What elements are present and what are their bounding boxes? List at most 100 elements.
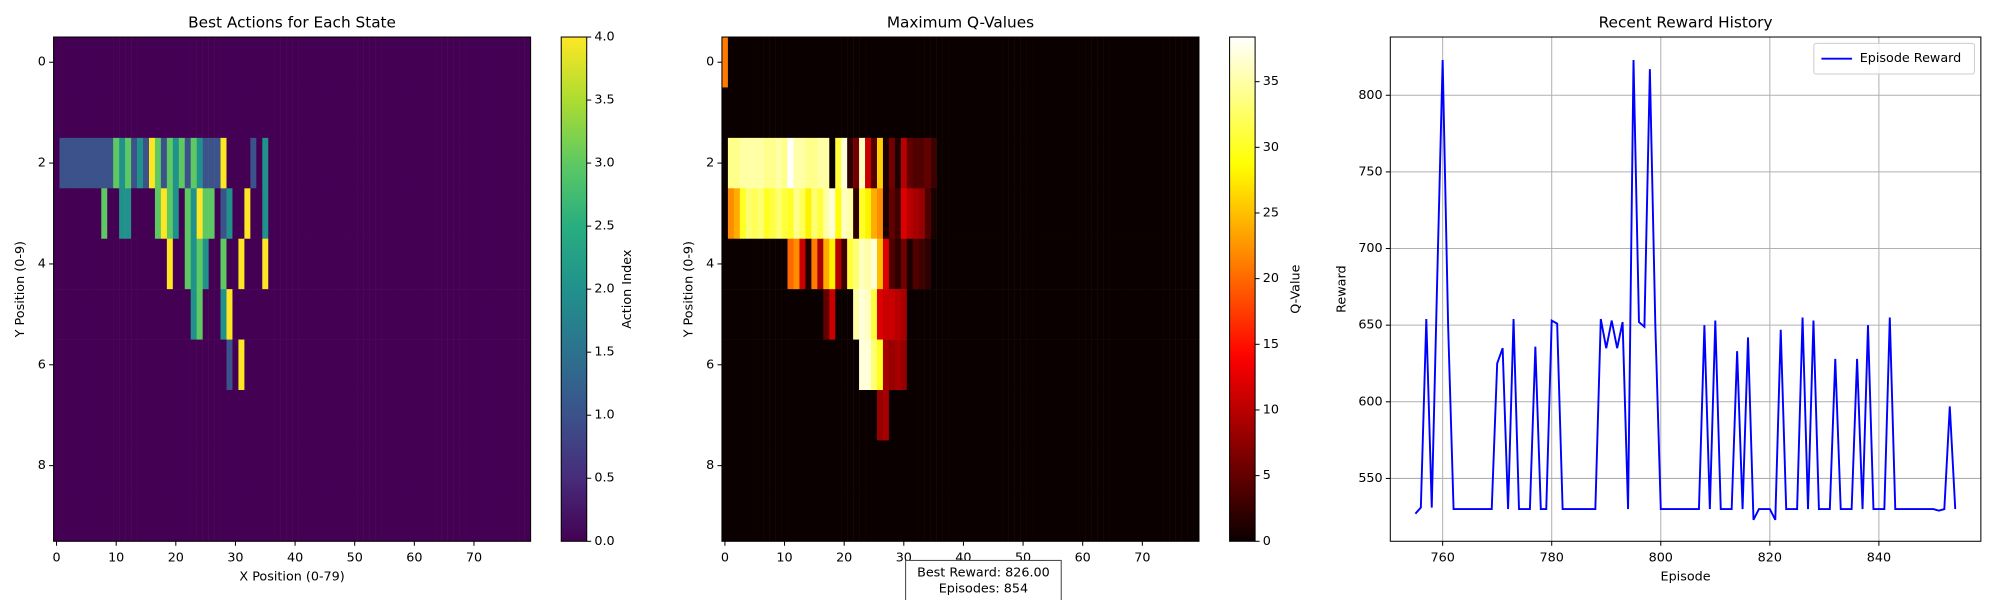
heatmap-cell: [506, 238, 513, 290]
heatmap-cell: [393, 339, 400, 391]
heatmap-cell: [154, 339, 162, 391]
heatmap-cell: [208, 238, 215, 290]
heatmap-cell: [417, 440, 424, 492]
heatmap-cell: [524, 390, 531, 441]
heatmap-cell: [333, 137, 341, 189]
heatmap-cell: [1181, 390, 1188, 441]
heatmap-cell: [435, 137, 442, 189]
heatmap-cell: [280, 188, 287, 239]
heatmap-cell: [399, 188, 406, 239]
heatmap-cell: [447, 339, 454, 391]
heatmap-cell: [1115, 440, 1122, 492]
heatmap-cell: [1037, 238, 1045, 290]
heatmap-cell: [1139, 339, 1146, 391]
heatmap-cell: [775, 188, 782, 239]
heatmap-cell: [871, 188, 878, 239]
heatmap-cell: [321, 289, 329, 340]
heatmap-cell: [333, 390, 341, 441]
heatmap-cell: [244, 188, 251, 239]
heatmap-cell: [882, 440, 890, 492]
heatmap-cell: [268, 188, 275, 239]
heatmap-cell: [805, 188, 812, 239]
heatmap-cell: [1169, 37, 1176, 88]
heatmap-cell: [793, 87, 800, 139]
heatmap-cell: [518, 87, 525, 139]
heatmap-cell: [53, 137, 60, 189]
heatmap-cell: [190, 137, 197, 189]
heatmap-cell: [268, 339, 275, 391]
heatmap-cell: [125, 289, 132, 340]
heatmap-cell: [220, 87, 227, 139]
heatmap-cell: [89, 37, 96, 88]
heatmap-cell: [345, 440, 352, 492]
heatmap-cell: [1061, 188, 1069, 239]
heatmap-cell: [166, 440, 174, 492]
heatmap-cell: [304, 390, 311, 441]
heatmap-cell: [184, 87, 191, 139]
heatmap-cell: [298, 289, 305, 340]
heatmap-cell: [1079, 440, 1086, 492]
heatmap-cell: [351, 289, 358, 340]
heatmap-cell: [71, 37, 78, 88]
heatmap-cell: [966, 238, 973, 290]
heatmap-cell: [799, 238, 806, 290]
heatmap-cell: [888, 390, 896, 441]
heatmap-cell: [148, 87, 156, 139]
heatmap-cell: [160, 339, 168, 391]
heatmap-cell: [107, 188, 114, 239]
heatmap-cell: [387, 137, 394, 189]
heatmap-cell: [262, 37, 269, 88]
heatmap-cell: [453, 490, 460, 542]
heatmap-cell: [906, 289, 914, 340]
heatmap-cell: [876, 339, 884, 391]
heatmap-cell: [500, 238, 508, 290]
heatmap-cell: [339, 339, 347, 391]
heatmap-cell: [882, 289, 890, 340]
heatmap-cell: [1073, 37, 1080, 88]
heatmap-cell: [793, 490, 800, 542]
heatmap-cell: [166, 238, 174, 290]
colorbar-tick-label: 3.0: [594, 156, 614, 171]
heatmap-cell: [1097, 440, 1104, 492]
heatmap-cell: [327, 37, 335, 88]
colorbar-tick-label: 35: [1263, 74, 1279, 89]
heatmap-cell: [1181, 289, 1188, 340]
heatmap-cell: [972, 188, 979, 239]
heatmap-cell: [1115, 490, 1122, 542]
heatmap-cell: [1014, 440, 1021, 492]
heatmap-cell: [363, 188, 370, 239]
heatmap-cell: [476, 87, 484, 139]
heatmap-cell: [865, 440, 872, 492]
heatmap-cell: [799, 188, 806, 239]
heatmap-cell: [1175, 440, 1182, 492]
heatmap-cell: [71, 390, 78, 441]
heatmap-cell: [488, 490, 496, 542]
heatmap-cell: [298, 339, 305, 391]
heatmap-cell: [781, 137, 788, 189]
heatmap-cell: [500, 339, 508, 391]
heatmap-cell: [423, 490, 430, 542]
heatmap-cell: [1061, 289, 1069, 340]
heatmap-cell: [876, 37, 884, 88]
heatmap-cell: [1079, 390, 1086, 441]
heatmap-cell: [841, 339, 848, 391]
heatmap-cell: [107, 390, 114, 441]
heatmap-cell: [817, 339, 824, 391]
heatmap-cell: [990, 339, 997, 391]
heatmap-cell: [274, 188, 281, 239]
heatmap-cell: [1193, 289, 1200, 340]
heatmap-cell: [393, 37, 400, 88]
heatmap-cell: [476, 390, 484, 441]
heatmap-cell: [733, 87, 741, 139]
heatmap-cell: [172, 137, 180, 189]
heatmap-cell: [894, 87, 902, 139]
heatmap-cell: [518, 37, 525, 88]
heatmap-cell: [859, 390, 866, 441]
heatmap-cell: [1193, 188, 1200, 239]
heatmap-cell: [369, 238, 376, 290]
heatmap-cell: [1067, 289, 1075, 340]
heatmap-cell: [238, 440, 245, 492]
heatmap-cell: [411, 238, 418, 290]
heatmap-cell: [435, 490, 442, 542]
heatmap-cell: [721, 188, 729, 239]
